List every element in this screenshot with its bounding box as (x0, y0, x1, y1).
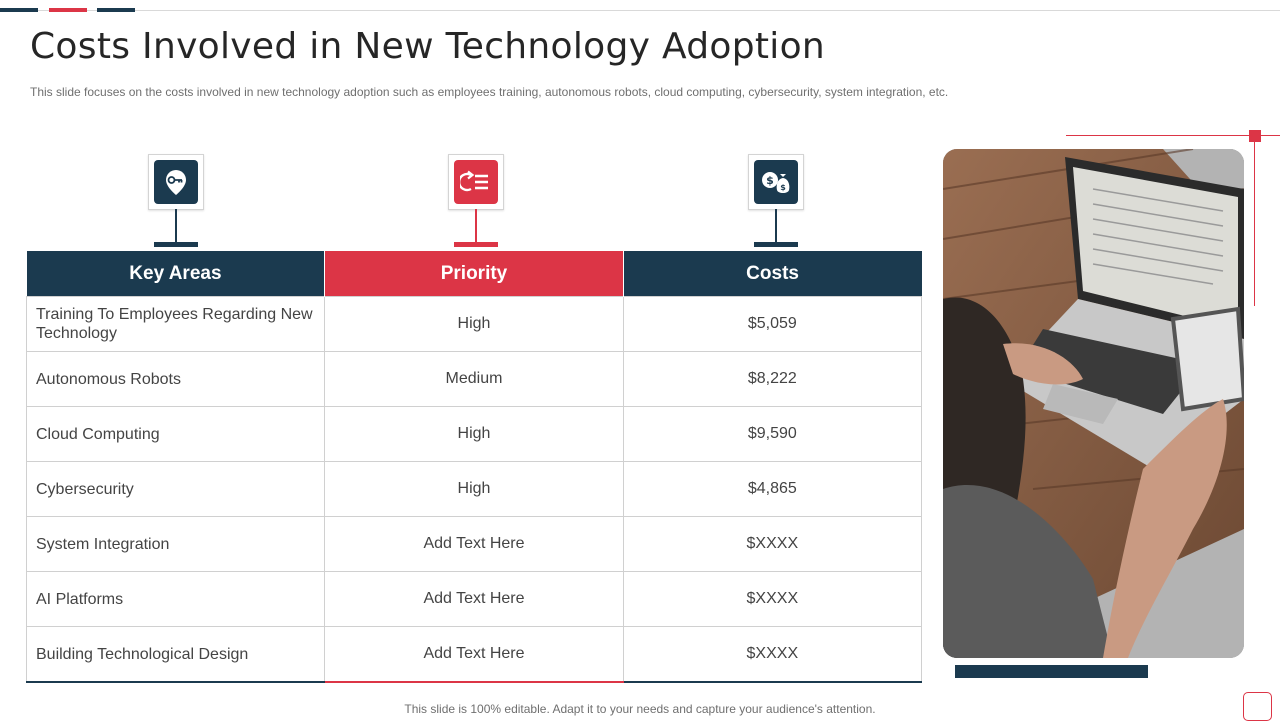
table-header-row: Key Areas Priority Costs (26, 251, 922, 297)
decorative-red-line (1066, 135, 1280, 136)
cost-cell: $8,222 (622, 351, 923, 407)
key-area-cell: Training To Employees Regarding New Tech… (25, 296, 326, 352)
priority-icon-marker (448, 154, 504, 248)
corner-decoration (1243, 692, 1272, 721)
cost-cell: $4,865 (622, 461, 923, 517)
cost-cell: $XXXX (622, 626, 923, 683)
priority-cell: Add Text Here (324, 626, 624, 683)
header-priority: Priority (324, 251, 624, 297)
refresh-list-icon (460, 170, 488, 192)
priority-cell: High (324, 461, 624, 517)
page-subtitle: This slide focuses on the costs involved… (30, 85, 949, 99)
svg-text:$: $ (780, 183, 786, 192)
photo-accent-bar (955, 665, 1148, 678)
table-row: Autonomous Robots Medium $8,222 (25, 351, 923, 407)
cost-cell: $5,059 (622, 296, 923, 352)
money-bags-icon: $ $ (762, 172, 790, 193)
cost-cell: $XXXX (622, 571, 923, 627)
costs-icon-marker: $ $ (748, 154, 804, 248)
top-accent-bars (0, 8, 140, 12)
key-area-cell: AI Platforms (25, 571, 326, 627)
key-area-cell: Cybersecurity (25, 461, 326, 517)
priority-cell: Medium (324, 351, 624, 407)
page-title: Costs Involved in New Technology Adoptio… (30, 26, 826, 67)
key-area-cell: System Integration (25, 516, 326, 572)
priority-cell: High (324, 296, 624, 352)
footer-note: This slide is 100% editable. Adapt it to… (404, 702, 876, 716)
table-row: AI Platforms Add Text Here $XXXX (25, 571, 923, 627)
priority-cell: Add Text Here (324, 571, 624, 627)
cost-cell: $9,590 (622, 406, 923, 462)
table-row: Building Technological Design Add Text H… (25, 626, 923, 683)
priority-cell: Add Text Here (324, 516, 624, 572)
key-location-icon (166, 170, 186, 195)
costs-table: Key Areas Priority Costs Training To Emp… (25, 251, 923, 683)
decorative-red-square (1249, 130, 1261, 142)
table-row: Cybersecurity High $4,865 (25, 461, 923, 517)
table-row: System Integration Add Text Here $XXXX (25, 516, 923, 572)
key-area-cell: Building Technological Design (25, 626, 326, 683)
top-rule (0, 10, 1280, 11)
key-area-cell: Cloud Computing (25, 406, 326, 462)
priority-cell: High (324, 406, 624, 462)
cost-cell: $XXXX (622, 516, 923, 572)
key-area-cell: Autonomous Robots (25, 351, 326, 407)
decorative-red-line-vertical (1254, 136, 1255, 306)
table-row: Training To Employees Regarding New Tech… (25, 296, 923, 352)
header-costs: Costs (623, 251, 922, 297)
table-row: Cloud Computing High $9,590 (25, 406, 923, 462)
header-key-areas: Key Areas (26, 251, 326, 297)
svg-text:$: $ (766, 174, 774, 187)
laptop-user-photo (943, 149, 1244, 658)
key-areas-icon-marker (148, 154, 204, 248)
